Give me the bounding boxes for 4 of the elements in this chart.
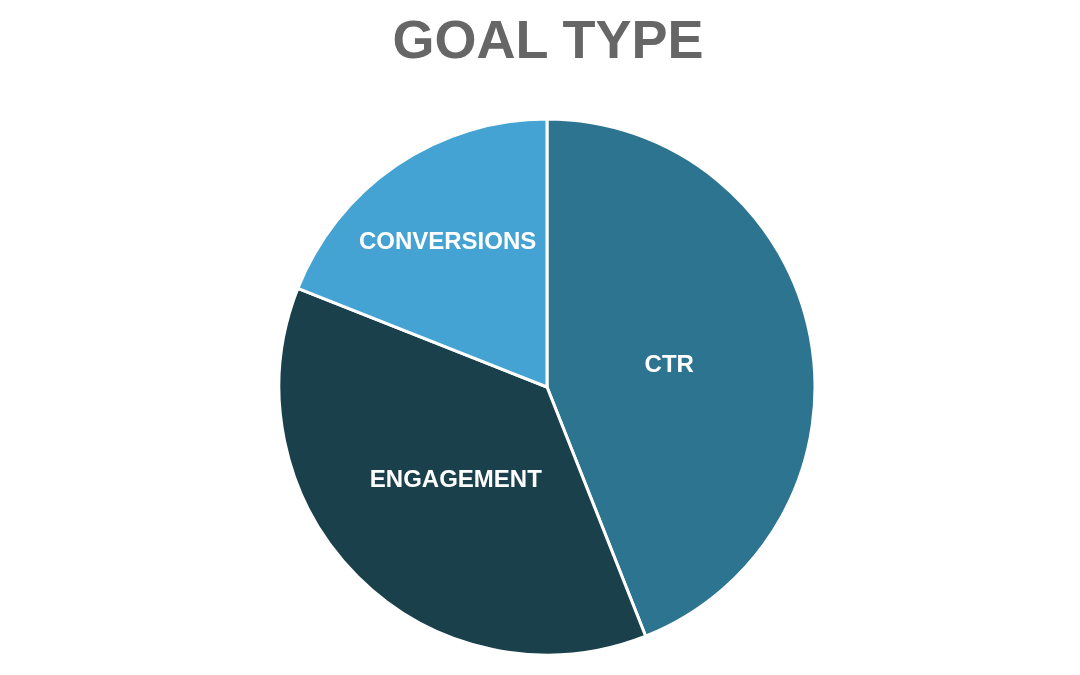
chart-title: GOAL TYPE xyxy=(392,9,704,69)
slice-label: CTR xyxy=(644,350,694,378)
slice-label: CONVERSIONS xyxy=(358,227,537,255)
slice-label: ENGAGEMENT xyxy=(369,464,543,492)
